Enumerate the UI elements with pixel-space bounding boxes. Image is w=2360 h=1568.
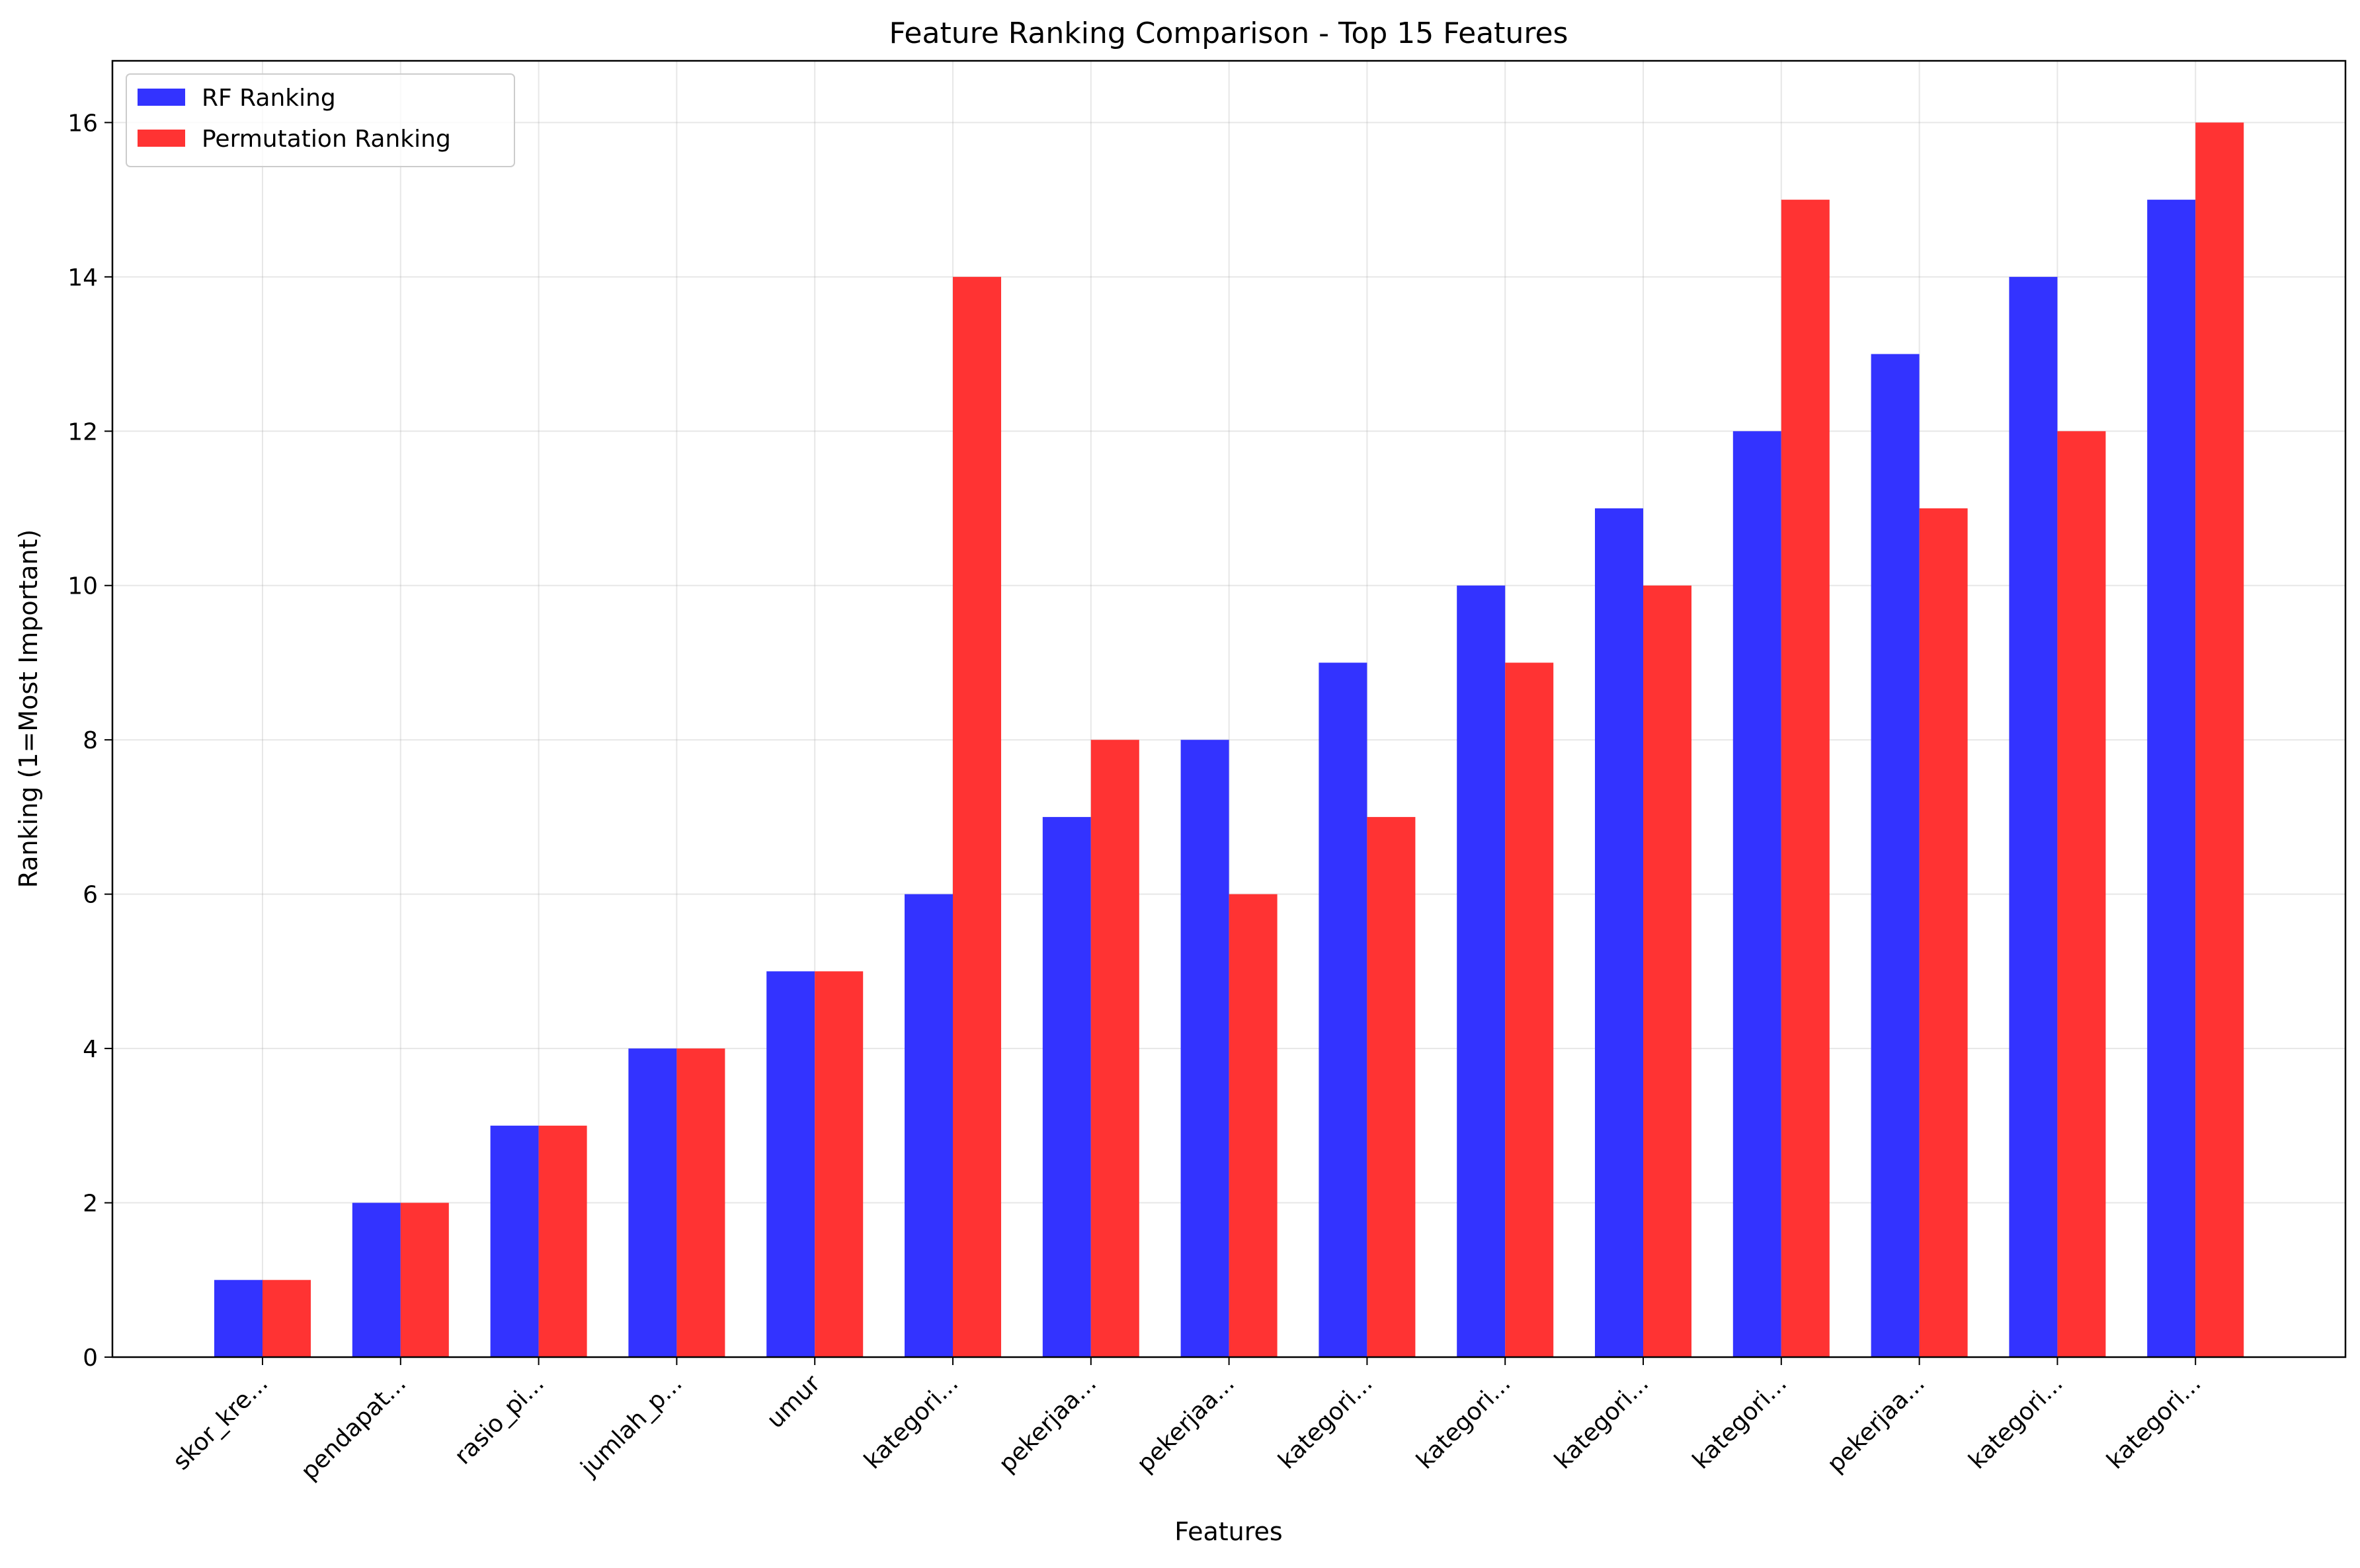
bar-rf-ranking xyxy=(1042,816,1091,1357)
legend-swatch-permutation-ranking xyxy=(138,130,185,147)
bar-rf-ranking xyxy=(905,894,953,1357)
bar-permutation-ranking xyxy=(815,971,864,1357)
bar-rf-ranking xyxy=(490,1125,539,1357)
y-tick-label: 10 xyxy=(67,573,98,600)
y-tick-label: 16 xyxy=(67,110,98,137)
bar-rf-ranking xyxy=(1871,354,1920,1357)
bar-rf-ranking xyxy=(628,1048,677,1357)
bar-rf-ranking xyxy=(2009,276,2058,1357)
bar-permutation-ranking xyxy=(1505,662,1554,1357)
bar-permutation-ranking xyxy=(2057,431,2106,1358)
bar-permutation-ranking xyxy=(1367,816,1416,1357)
bar-permutation-ranking xyxy=(1919,508,1968,1357)
y-tick-label: 12 xyxy=(67,418,98,446)
bar-rf-ranking xyxy=(1732,431,1781,1358)
legend-frame xyxy=(126,73,515,167)
bar-rf-ranking xyxy=(1180,740,1229,1357)
y-axis-label: Ranking (1=Most Important) xyxy=(14,529,43,888)
y-tick-label: 4 xyxy=(83,1036,98,1063)
y-tick-label: 14 xyxy=(67,264,98,292)
legend-swatch-rf-ranking xyxy=(138,89,185,106)
bar-permutation-ranking xyxy=(263,1280,311,1357)
y-tick-label: 2 xyxy=(83,1191,98,1218)
bar-permutation-ranking xyxy=(1229,894,1278,1357)
y-tick-label: 8 xyxy=(83,727,98,754)
bar-rf-ranking xyxy=(766,971,815,1357)
bar-permutation-ranking xyxy=(1781,200,1830,1357)
legend-label-rf-ranking: RF Ranking xyxy=(202,85,336,112)
legend: RF Ranking Permutation Ranking xyxy=(126,73,515,167)
bar-rf-ranking xyxy=(1319,662,1367,1357)
bars xyxy=(214,122,2244,1358)
y-axis-ticks: 0 2 4 6 8 10 12 14 16 xyxy=(67,110,112,1372)
bar-rf-ranking xyxy=(352,1202,401,1357)
x-axis-label: Features xyxy=(1174,1517,1282,1546)
y-tick-label: 6 xyxy=(83,882,98,909)
bar-permutation-ranking xyxy=(400,1202,449,1357)
bar-rf-ranking xyxy=(214,1280,263,1357)
legend-label-permutation-ranking: Permutation Ranking xyxy=(202,126,451,153)
bar-rf-ranking xyxy=(1595,508,1643,1357)
bar-rf-ranking xyxy=(1457,585,1506,1358)
bar-permutation-ranking xyxy=(538,1125,587,1357)
bar-rf-ranking xyxy=(2147,200,2196,1357)
y-tick-label: 0 xyxy=(83,1345,98,1372)
bar-permutation-ranking xyxy=(2195,122,2244,1357)
bar-permutation-ranking xyxy=(1090,740,1139,1357)
bar-permutation-ranking xyxy=(676,1048,725,1357)
bar-permutation-ranking xyxy=(1643,585,1691,1358)
bar-permutation-ranking xyxy=(953,276,1001,1357)
chart-title: Feature Ranking Comparison - Top 15 Feat… xyxy=(889,17,1568,50)
